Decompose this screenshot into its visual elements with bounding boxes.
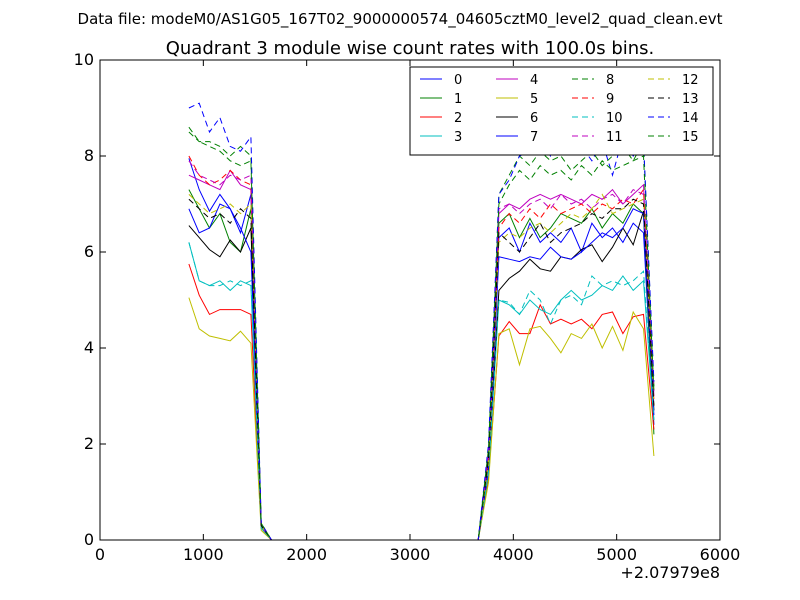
series-line-module-12 xyxy=(188,193,655,541)
legend-label-10: 10 xyxy=(606,111,623,126)
y-tick-label: 0 xyxy=(84,530,94,549)
legend-label-3: 3 xyxy=(454,130,462,145)
legend-label-14: 14 xyxy=(682,111,699,126)
legend-label-13: 13 xyxy=(682,92,699,107)
x-tick-label: 6000 xyxy=(700,545,741,564)
x-tick-label: 3000 xyxy=(390,545,431,564)
series-line-module-2 xyxy=(188,263,655,541)
x-tick-label: 2000 xyxy=(286,545,327,564)
legend-label-7: 7 xyxy=(530,130,538,145)
legend-label-5: 5 xyxy=(530,92,538,107)
x-tick-label: 0 xyxy=(95,545,105,564)
x-tick-label: 4000 xyxy=(493,545,534,564)
plot-area xyxy=(188,102,655,541)
data-file-suptitle: Data file: modeM0/AS1G05_167T02_90000005… xyxy=(78,10,723,29)
chart-title: Quadrant 3 module wise count rates with … xyxy=(166,38,655,59)
legend-label-0: 0 xyxy=(454,73,462,88)
legend-label-1: 1 xyxy=(454,92,462,107)
x-tick-label: 1000 xyxy=(183,545,224,564)
legend-label-6: 6 xyxy=(530,111,538,126)
x-tick-label: 5000 xyxy=(596,545,637,564)
series-line-module-10 xyxy=(188,242,655,541)
legend-label-8: 8 xyxy=(606,73,614,88)
y-tick-label: 4 xyxy=(84,338,94,357)
legend-label-15: 15 xyxy=(682,130,699,145)
series-line-module-3 xyxy=(188,242,655,541)
legend-label-12: 12 xyxy=(682,73,699,88)
x-axis-offset-label: +2.07979e8 xyxy=(620,563,720,582)
legend-box xyxy=(409,66,714,156)
y-tick-label: 10 xyxy=(74,50,94,69)
y-tick-label: 8 xyxy=(84,146,94,165)
legend-label-4: 4 xyxy=(530,73,538,88)
series-line-module-15 xyxy=(188,126,655,541)
legend-label-9: 9 xyxy=(606,92,614,107)
legend-label-2: 2 xyxy=(454,111,462,126)
y-tick-label: 2 xyxy=(84,434,94,453)
y-tick-label: 6 xyxy=(84,242,94,261)
legend-label-11: 11 xyxy=(606,130,623,145)
